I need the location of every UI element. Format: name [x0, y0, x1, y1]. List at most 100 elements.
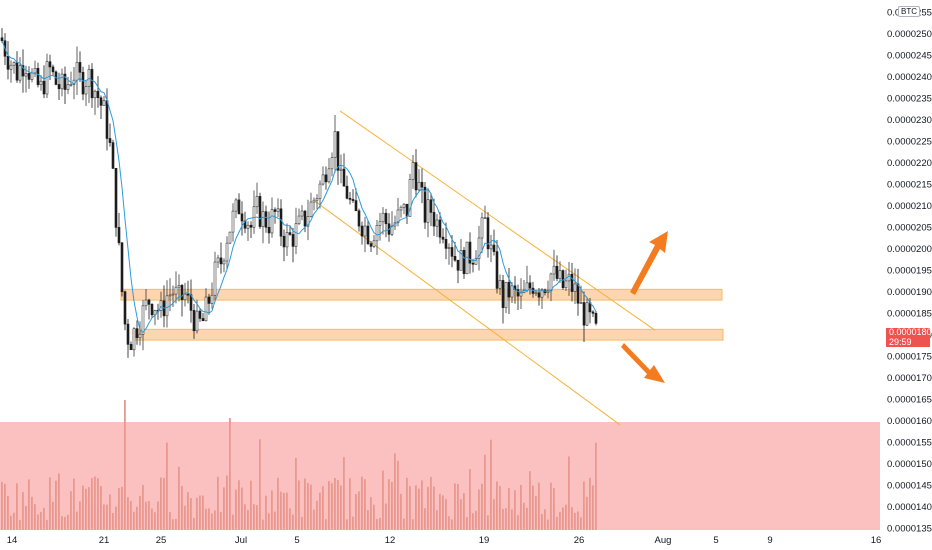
- volume-bar: [244, 504, 246, 530]
- volume-bar: [424, 508, 426, 530]
- candle-body: [453, 256, 457, 261]
- volume-bar: [544, 509, 546, 530]
- volume-bar: [526, 507, 528, 530]
- candle-body: [27, 73, 31, 80]
- volume-bar: [298, 480, 300, 530]
- candle-body: [372, 240, 376, 247]
- volume-bar: [178, 466, 180, 530]
- candle-body: [63, 73, 67, 90]
- candle-body: [285, 232, 289, 248]
- volume-bar: [154, 512, 156, 530]
- volume-bar: [361, 476, 363, 530]
- current-price-value: 0.00001802: [889, 327, 932, 337]
- candle-body: [297, 215, 301, 224]
- volume-bar: [559, 511, 561, 530]
- volume-bar: [40, 511, 42, 530]
- descending-channel: [314, 110, 656, 426]
- candle-body: [309, 201, 313, 217]
- candle-body: [576, 283, 580, 304]
- volume-bar: [199, 495, 201, 530]
- volume-bar: [574, 512, 576, 530]
- candle-body: [351, 199, 355, 201]
- candle-body: [357, 210, 361, 227]
- volume-bar: [343, 457, 345, 530]
- candle-body: [117, 227, 121, 244]
- volume-bar: [337, 479, 339, 530]
- volume-bar: [253, 504, 255, 530]
- volume-bar: [124, 400, 126, 530]
- candle-body: [330, 157, 334, 170]
- volume-bar: [106, 504, 108, 530]
- volume-bar: [517, 515, 519, 530]
- volume-bar: [130, 501, 132, 530]
- candles: [0, 28, 598, 358]
- candle-body: [300, 210, 304, 217]
- candle-body: [423, 186, 427, 223]
- volume-bar: [226, 475, 228, 530]
- volume-bar: [301, 516, 303, 530]
- candle-body: [489, 244, 493, 250]
- volume-bar: [448, 516, 450, 530]
- volume-bar: [454, 483, 456, 530]
- candle-body: [213, 261, 217, 296]
- candle-body: [249, 224, 253, 228]
- volume-bar: [394, 453, 396, 530]
- candle-body: [102, 100, 106, 106]
- candle-body: [333, 131, 337, 158]
- candle-body: [132, 328, 136, 351]
- candle-body: [93, 90, 97, 99]
- volume-bar: [385, 503, 387, 530]
- candle-body: [177, 285, 181, 288]
- volume-bar: [169, 512, 171, 530]
- candle-body: [384, 212, 388, 225]
- candle-body: [57, 84, 61, 90]
- volume-bar: [586, 496, 588, 530]
- candle-body: [414, 162, 418, 191]
- volume-bar: [97, 478, 99, 530]
- volume-bar: [238, 480, 240, 530]
- volume-bar: [367, 510, 369, 530]
- candle-body: [420, 181, 424, 188]
- x-tick-label: 26: [574, 535, 585, 546]
- volume-bar: [49, 477, 51, 530]
- volume-bar: [88, 487, 90, 530]
- volume-bar: [4, 483, 6, 530]
- volume-bar: [427, 486, 429, 530]
- volume-bar: [580, 517, 582, 530]
- candle-body: [9, 64, 13, 70]
- volume-bar: [370, 497, 372, 530]
- volume-bar: [145, 501, 147, 530]
- candle-body: [552, 265, 556, 275]
- volume-bar: [319, 492, 321, 530]
- volume-bar: [286, 492, 288, 530]
- volume-bar: [376, 519, 378, 530]
- x-tick-label: Aug: [655, 535, 672, 546]
- volume-bar: [412, 519, 414, 530]
- y-axis[interactable]: 0.000025500.000025000.000024500.00002400…: [887, 8, 932, 535]
- symbol-badge[interactable]: BTC: [898, 6, 920, 17]
- volume-bar: [547, 519, 549, 530]
- volume-bar: [469, 469, 471, 530]
- volume-bar: [325, 519, 327, 530]
- candle-body: [477, 237, 481, 259]
- candle-body: [75, 62, 79, 81]
- volume-bar: [208, 508, 210, 530]
- candle-body: [534, 292, 538, 295]
- volume-bar: [76, 511, 78, 530]
- x-tick-label: 14: [7, 535, 18, 546]
- volume-bar: [487, 515, 489, 530]
- candle-body: [279, 208, 283, 237]
- volume-bar: [502, 509, 504, 530]
- x-axis[interactable]: 14 21 25 Jul 5 12 19 26 Aug 5 9 16: [7, 535, 882, 546]
- candle-body: [126, 323, 130, 345]
- volume-bar: [148, 501, 150, 530]
- volume-bar: [406, 477, 408, 530]
- candle-body: [549, 273, 553, 292]
- volume-bar: [484, 454, 486, 530]
- candle-body: [318, 183, 322, 199]
- candle-body: [120, 242, 124, 292]
